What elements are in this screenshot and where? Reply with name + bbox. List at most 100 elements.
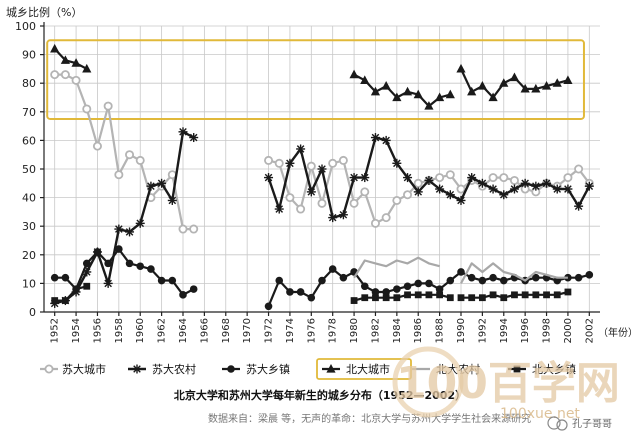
data-point bbox=[104, 259, 112, 268]
legend-swatch-marker bbox=[44, 364, 54, 374]
data-point bbox=[403, 173, 413, 183]
data-point bbox=[114, 170, 124, 180]
star-stroke bbox=[275, 205, 284, 213]
data-point bbox=[125, 150, 135, 160]
x-tick-label: 2002 bbox=[584, 318, 595, 343]
star-stroke bbox=[489, 185, 497, 193]
data-point bbox=[467, 173, 477, 183]
data-point bbox=[543, 291, 550, 299]
legend-label: 北大乡镇 bbox=[532, 362, 576, 376]
star-stroke bbox=[286, 159, 294, 168]
chart-title: 北京大学和苏州大学每年新生的城乡分布（1952—2002） bbox=[174, 388, 466, 402]
legend-item-1: 苏大农村 bbox=[128, 362, 196, 376]
data-point bbox=[457, 268, 465, 276]
data-point bbox=[360, 187, 370, 197]
data-point bbox=[584, 181, 594, 191]
series-line bbox=[353, 256, 440, 279]
x-tick-label: 1968 bbox=[221, 318, 232, 343]
legend-label: 苏大乡镇 bbox=[246, 362, 290, 376]
series-group bbox=[50, 43, 594, 311]
watermark-text: 100百学网 bbox=[396, 358, 620, 409]
data-point bbox=[178, 224, 188, 234]
star-stroke bbox=[585, 182, 594, 190]
star-stroke bbox=[393, 159, 401, 168]
data-point bbox=[264, 302, 273, 311]
x-tick-label: 1964 bbox=[178, 318, 189, 343]
y-tick-label: 100 bbox=[15, 20, 36, 33]
x-tick-label: 1996 bbox=[520, 318, 531, 343]
x-tick-label: 1982 bbox=[370, 318, 381, 343]
data-point bbox=[489, 291, 497, 299]
data-point bbox=[382, 294, 390, 302]
wechat-credit: 孔子哥哥 bbox=[547, 416, 612, 431]
x-tick-label: 1962 bbox=[157, 318, 168, 343]
data-point bbox=[542, 178, 552, 188]
legend-item-2: 苏大乡镇 bbox=[222, 362, 290, 376]
data-point bbox=[179, 291, 187, 299]
data-point bbox=[60, 70, 70, 80]
data-point bbox=[349, 173, 359, 183]
y-tick-label: 80 bbox=[22, 77, 36, 90]
y-tick-label: 90 bbox=[22, 49, 36, 62]
data-point bbox=[509, 72, 520, 82]
legend-label: 苏大农村 bbox=[152, 362, 196, 376]
star-stroke bbox=[521, 179, 529, 188]
data-point bbox=[499, 78, 509, 87]
star-stroke bbox=[147, 182, 155, 190]
data-point bbox=[82, 63, 92, 73]
series-line bbox=[54, 73, 194, 231]
data-point bbox=[403, 282, 412, 291]
data-point bbox=[393, 294, 401, 302]
x-tick-label: 1978 bbox=[328, 318, 339, 343]
data-point bbox=[82, 104, 92, 114]
data-point bbox=[436, 291, 444, 299]
x-tick-label: 1952 bbox=[50, 318, 61, 343]
data-point bbox=[125, 259, 134, 268]
star-stroke bbox=[532, 182, 540, 190]
data-point bbox=[435, 92, 445, 102]
data-point bbox=[350, 297, 358, 304]
x-tick-label: 1986 bbox=[413, 318, 424, 343]
data-point bbox=[371, 288, 380, 296]
legend-swatch-marker bbox=[513, 365, 521, 373]
data-point bbox=[424, 175, 434, 185]
data-point bbox=[328, 265, 337, 273]
data-point bbox=[61, 297, 69, 304]
data-point bbox=[467, 86, 477, 96]
star-stroke bbox=[510, 185, 519, 193]
legend-item-0: 苏大城市 bbox=[40, 362, 106, 376]
y-axis-label: 城乡比例（%） bbox=[6, 5, 82, 19]
data-point bbox=[564, 273, 572, 282]
star-stroke bbox=[264, 173, 273, 182]
data-point bbox=[552, 78, 562, 87]
data-point bbox=[50, 70, 60, 80]
data-point bbox=[446, 276, 455, 285]
x-tick-label: 1974 bbox=[285, 318, 296, 343]
data-point bbox=[286, 288, 294, 296]
data-point bbox=[574, 273, 583, 282]
data-point bbox=[306, 187, 316, 197]
data-point bbox=[381, 135, 391, 145]
data-point bbox=[563, 75, 573, 84]
data-point bbox=[467, 273, 476, 282]
data-point bbox=[360, 75, 370, 84]
data-point bbox=[296, 288, 305, 296]
series-line bbox=[353, 293, 451, 302]
data-point bbox=[318, 276, 326, 285]
data-point bbox=[446, 294, 454, 302]
star-stroke bbox=[307, 188, 316, 196]
data-point bbox=[349, 198, 359, 208]
data-point bbox=[456, 184, 466, 194]
x-axis-unit: （年份） bbox=[598, 326, 638, 339]
series-4 bbox=[353, 256, 568, 284]
data-point bbox=[531, 83, 541, 93]
data-point bbox=[532, 291, 540, 299]
data-point bbox=[435, 173, 445, 183]
x-tick-label: 1990 bbox=[456, 318, 467, 343]
data-point bbox=[135, 218, 145, 228]
x-tick-label: 1966 bbox=[199, 318, 210, 343]
x-tick-label: 1994 bbox=[499, 318, 510, 343]
data-point bbox=[50, 273, 59, 282]
